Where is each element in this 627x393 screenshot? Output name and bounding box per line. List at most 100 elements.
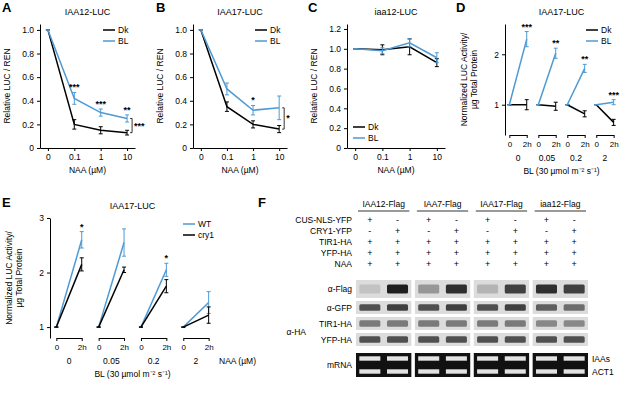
x-tick: 10 [275, 148, 285, 162]
blot-panel: FIAA12-FlagIAA7-FlagIAA17-Flagiaa12-Flag… [258, 195, 614, 377]
blot-band [387, 304, 408, 311]
gel-band [505, 356, 526, 360]
x-tick-mark [556, 135, 557, 138]
y-tick-mark [47, 273, 50, 274]
blot-background [474, 317, 529, 330]
group-label: 0.2 [570, 153, 582, 163]
significance: * [251, 95, 255, 105]
error-bar [353, 48, 357, 49]
error-bar [122, 267, 126, 272]
x-axis: 02h [182, 338, 214, 352]
x-tick-label: 2h [552, 140, 561, 149]
x-tick-label: 0 [139, 343, 144, 352]
series-line [99, 243, 124, 328]
blot-band [477, 304, 498, 311]
legend-label: Dk [601, 25, 612, 35]
y-tick: 3 [39, 213, 50, 223]
y-axis: 00.20.40.60.81.0 [22, 25, 40, 154]
treatment-mark: + [544, 248, 549, 258]
blot-band [359, 304, 380, 311]
x-axis: 02h [566, 135, 590, 149]
x-tick-label: 1 [251, 152, 256, 162]
x-tick-mark [596, 135, 597, 138]
error-bar [99, 127, 103, 134]
blot-band [505, 285, 526, 294]
error-bar [181, 327, 185, 328]
x-tick: 0 [182, 338, 187, 352]
gel-band [418, 356, 439, 360]
x-tick-label: 0 [353, 152, 358, 162]
y-tick: 0.6 [22, 72, 40, 82]
x-axis: 0 2h [595, 135, 619, 149]
x-tick-mark [527, 135, 528, 138]
blot-band [477, 285, 498, 294]
x-tick-label: 1 [408, 152, 413, 162]
x-axis: 02h [139, 338, 171, 352]
y-tick-label: 1 [494, 100, 499, 110]
blot-band [418, 320, 439, 327]
construct-underline [417, 211, 468, 212]
series-line [201, 30, 279, 129]
error-bar [525, 32, 529, 47]
y-tick: 0.8 [22, 49, 40, 59]
y-tick-label: 0.8 [22, 49, 34, 59]
x-tick-mark [227, 148, 228, 151]
error-bar [251, 121, 255, 128]
gel-background [474, 353, 529, 377]
x-tick: 0 [566, 135, 571, 149]
y-tick-mark [344, 69, 347, 70]
y-tick-mark [344, 29, 347, 30]
x-tick-label: 0 [508, 140, 513, 149]
legend-label: cry1 [198, 230, 214, 240]
construct-label: IAA7-Flag [424, 199, 462, 209]
y-tick-label: 0.6 [175, 72, 187, 82]
gel-band [477, 369, 498, 373]
error-bar [554, 102, 558, 110]
y-tick-label: 2 [39, 268, 44, 278]
x-tick-mark [585, 135, 586, 138]
legend-swatch [353, 126, 365, 128]
treatment-mark: + [426, 259, 431, 269]
y-tick-mark [190, 77, 193, 78]
legend-label: BL [368, 133, 379, 143]
treatment-mark: + [367, 259, 372, 269]
error-bar [207, 307, 211, 323]
y-tick-mark [502, 54, 505, 55]
treatment-label: NAA [335, 259, 353, 269]
legend-label: Dk [368, 122, 379, 132]
x-tick-mark [509, 135, 510, 138]
x-tick: 0 [353, 148, 358, 162]
blot-band [477, 336, 498, 343]
series-line [141, 286, 166, 327]
error-bar [122, 229, 126, 256]
series-line [56, 264, 81, 327]
y-tick: 0.8 [329, 64, 347, 74]
treatment-mark: - [368, 226, 371, 236]
blot-background [356, 280, 411, 298]
x-tick-label: 1 [99, 152, 104, 162]
chart-title: iaa12-LUC [374, 7, 418, 17]
y-axis-title: µg Total Protein [14, 248, 24, 307]
treatment-mark: + [544, 237, 549, 247]
treatment-mark: + [572, 248, 577, 258]
x-tick: 0 [595, 135, 600, 149]
error-bar [54, 327, 58, 328]
series-line [538, 53, 555, 104]
series-line [509, 39, 526, 105]
x-tick-label: 2h [610, 140, 619, 149]
y-tick: 0 [29, 143, 40, 153]
x-tick-label: 10 [433, 152, 443, 162]
panel-letter: B [156, 0, 165, 15]
blot-band [359, 285, 380, 294]
x-tick: 1 [408, 148, 413, 162]
y-tick-label: 1.0 [329, 44, 341, 54]
y-axis: 123 [39, 213, 50, 338]
treatment-mark: - [545, 226, 548, 236]
error-bar [80, 258, 84, 271]
series-line [596, 102, 613, 105]
legend-swatch [103, 40, 115, 42]
x-tick-label: 0 [199, 152, 204, 162]
x-axis-title: NAA (µM) [69, 165, 106, 175]
y-tick: 0 [182, 143, 193, 153]
y-tick-mark [37, 124, 40, 125]
